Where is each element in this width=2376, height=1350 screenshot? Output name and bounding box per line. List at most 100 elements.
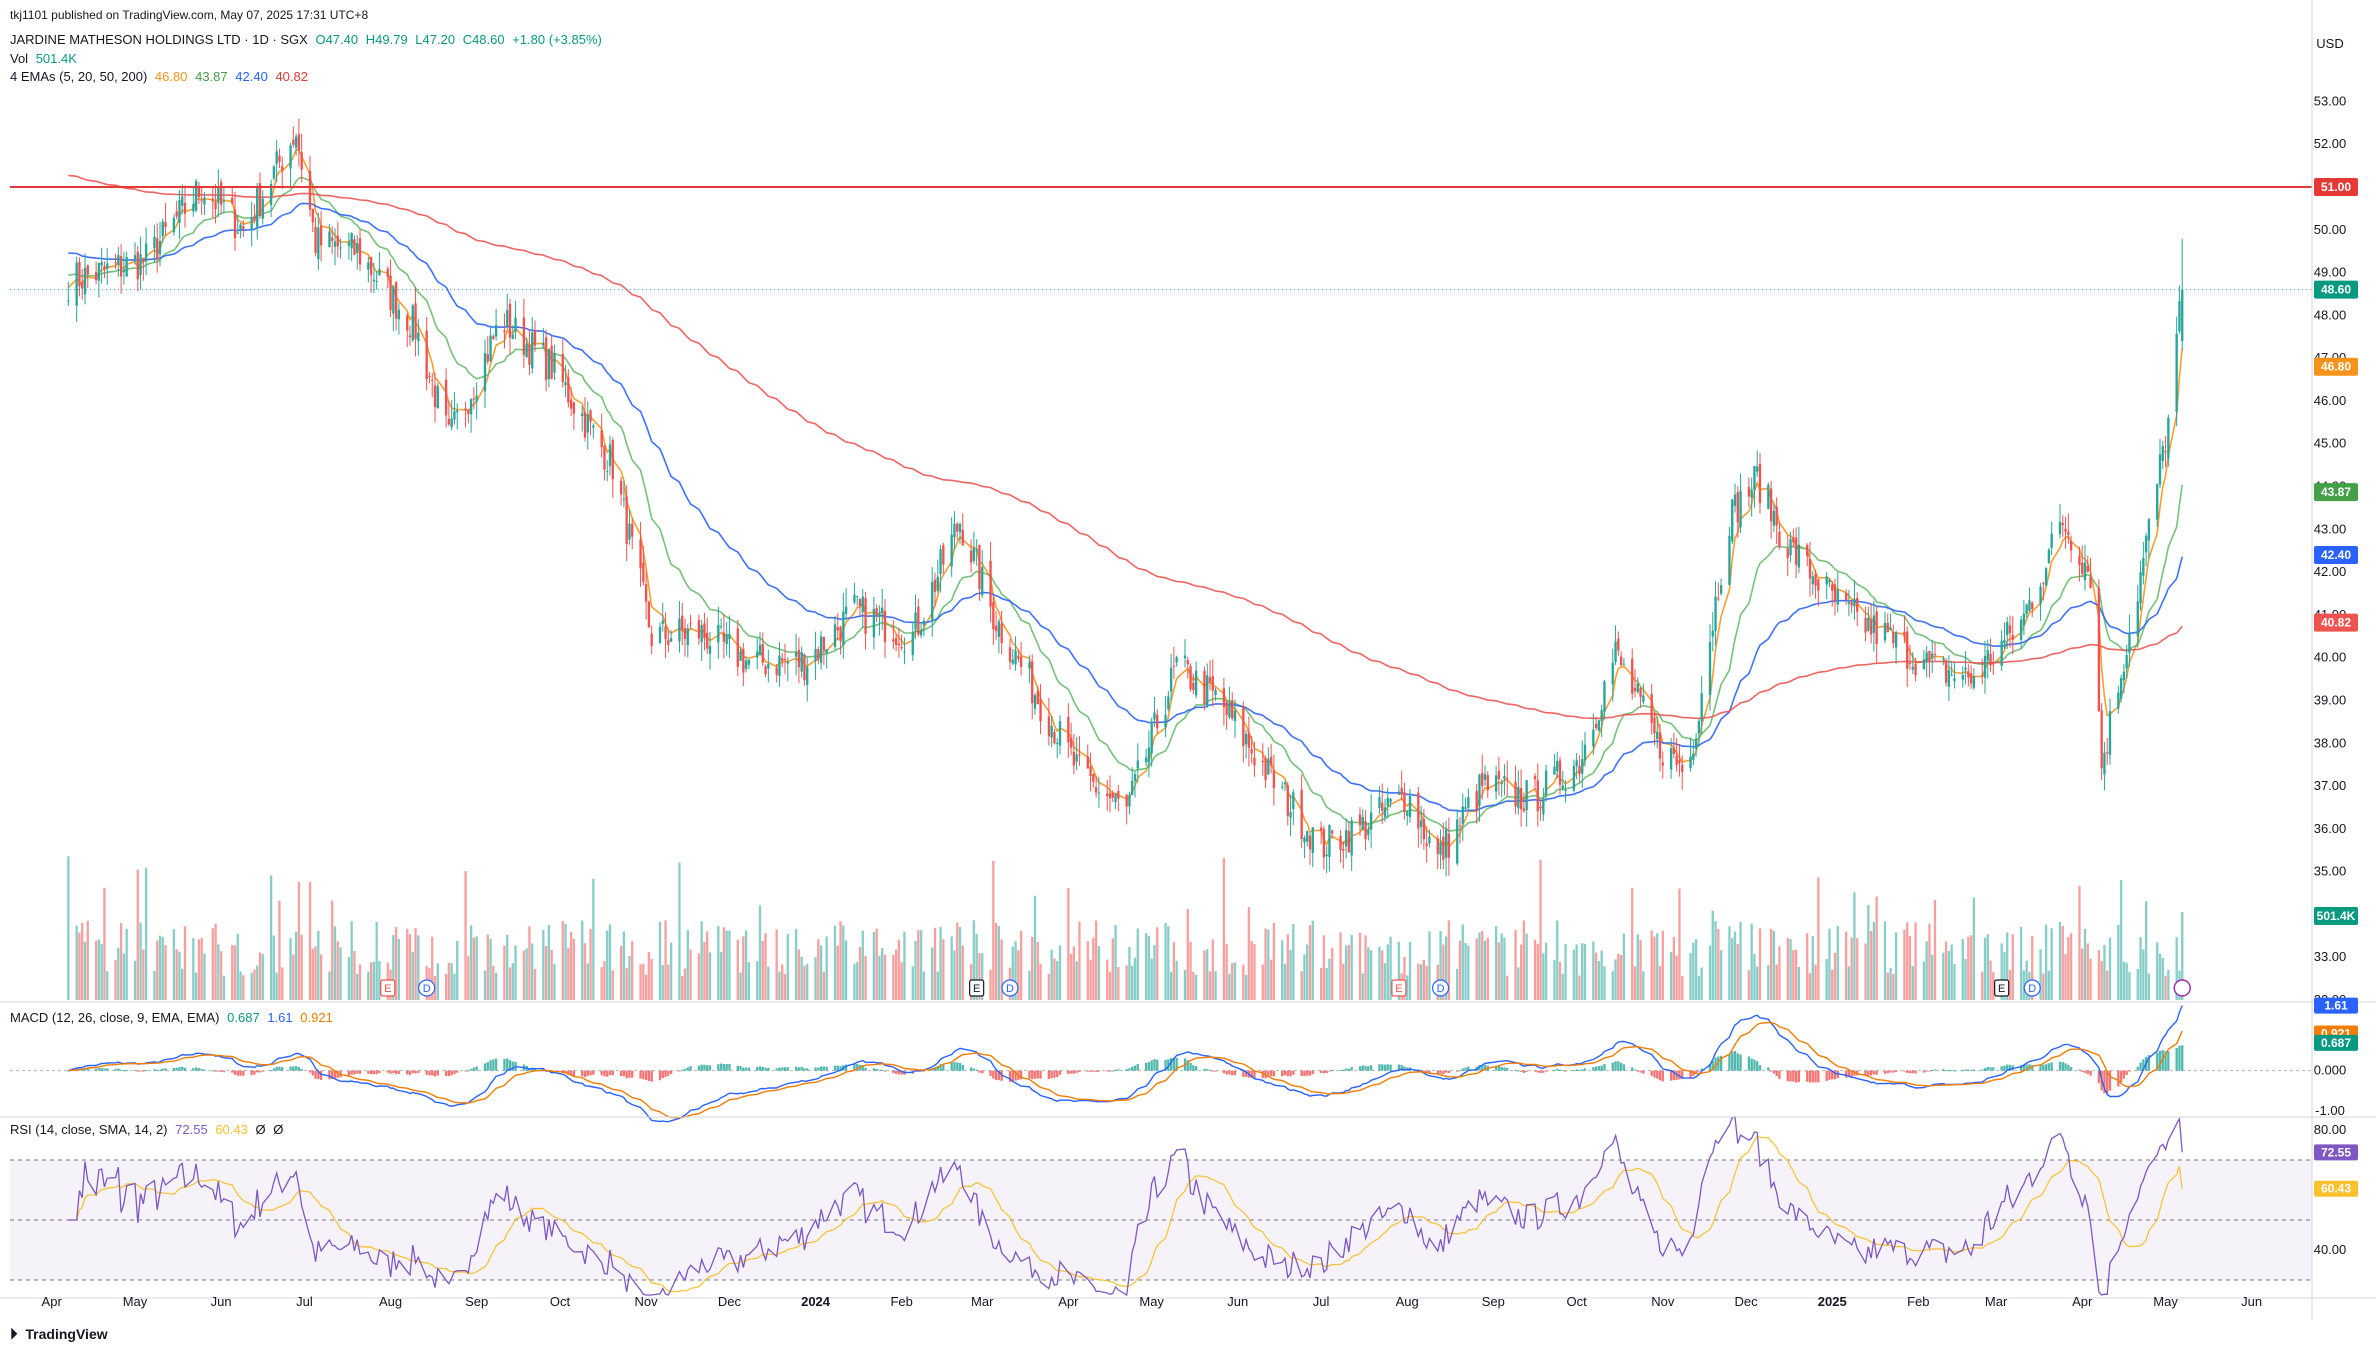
candle-body <box>936 576 939 591</box>
volume-bar <box>2156 942 2159 1000</box>
candle-body <box>1969 673 1973 684</box>
volume-bar <box>336 941 339 1000</box>
volume-bar <box>975 933 978 1000</box>
volume-bar <box>1233 962 1237 1000</box>
ema200-line <box>68 174 2183 720</box>
candle-body <box>1192 682 1195 691</box>
macd-histogram-bar <box>1942 1069 1945 1071</box>
macd-histogram-bar <box>2128 1070 2131 1072</box>
volume-bar <box>1192 971 1195 1000</box>
candle-body <box>1525 780 1528 811</box>
macd-histogram-bar <box>1403 1066 1406 1071</box>
time-tick-label: 2024 <box>801 1294 831 1309</box>
candle-body <box>631 523 634 537</box>
volume-bar <box>1603 966 1606 1000</box>
time-tick-label: Feb <box>1907 1294 1929 1309</box>
macd-histogram-bar <box>1950 1070 1953 1072</box>
candle-body <box>1825 576 1828 585</box>
volume-bar <box>1231 963 1234 1000</box>
macd-histogram-bar <box>250 1070 253 1075</box>
volume-bar <box>864 956 867 1000</box>
candle-body <box>1133 774 1137 781</box>
volume-bar <box>1922 961 1926 1000</box>
candle-body <box>700 624 703 643</box>
volume-bar <box>686 930 689 1000</box>
macd-histogram-bar <box>2108 1070 2112 1091</box>
volume-bar <box>1697 975 1701 1000</box>
rsi-label[interactable]: RSI (14, close, SMA, 14, 2) <box>10 1122 168 1137</box>
candle-body <box>1853 599 1856 607</box>
candle-body <box>1478 774 1481 806</box>
volume-bar <box>375 922 378 1000</box>
dividend-marker-icon <box>2023 979 2041 997</box>
macd-histogram-bar <box>2178 1045 2181 1071</box>
macd-histogram-bar <box>1986 1066 1989 1071</box>
volume-bar <box>1675 955 1678 1000</box>
macd-histogram-bar <box>1886 1070 1889 1074</box>
volume-bar <box>547 925 551 1000</box>
candle-body <box>1519 787 1523 810</box>
macd-histogram-bar <box>1656 1070 1659 1079</box>
macd-histogram-bar <box>1653 1070 1656 1078</box>
macd-histogram-bar <box>2147 1054 2151 1071</box>
macd-histogram-bar <box>936 1066 939 1071</box>
volume-bar <box>1739 921 1742 1000</box>
candle-body <box>375 281 378 283</box>
macd-histogram-bar <box>1378 1064 1381 1071</box>
macd-histogram-bar <box>997 1070 1001 1081</box>
candle-body <box>1619 656 1623 665</box>
macd-histogram-bar <box>1611 1062 1614 1071</box>
macd-histogram-bar <box>892 1070 895 1074</box>
volume-bar <box>1047 973 1051 1000</box>
volume-bar <box>183 926 187 1000</box>
volume-bar <box>1553 959 1556 1000</box>
volume-bar <box>1661 930 1664 1000</box>
candle-body <box>431 379 434 381</box>
macd-histogram-bar <box>1711 1060 1714 1071</box>
macd-histogram-bar <box>136 1070 139 1072</box>
candle-body <box>1908 662 1912 664</box>
volume-bar <box>1844 931 1848 1000</box>
macd-histogram-bar <box>717 1064 720 1071</box>
macd-histogram-bar <box>1719 1055 1723 1071</box>
candle-body <box>1592 729 1595 747</box>
rsi-extra-2: Ø <box>273 1122 284 1137</box>
candle-body <box>231 197 234 204</box>
volume-bar <box>2089 958 2092 1000</box>
ema-label[interactable]: 4 EMAs (5, 20, 50, 200) <box>10 69 148 84</box>
time-tick-label: Mar <box>1985 1294 2008 1309</box>
candle-body <box>1631 658 1634 694</box>
volume-bar <box>883 954 887 1000</box>
macd-histogram-bar <box>1400 1064 1403 1071</box>
candle-body <box>222 200 226 202</box>
symbol-title[interactable]: JARDINE MATHESON HOLDINGS LTD · 1D · SGX <box>10 32 308 47</box>
volume-label[interactable]: Vol <box>10 51 29 66</box>
volume-bar <box>1572 949 1576 1000</box>
macd-histogram-bar <box>2008 1064 2012 1071</box>
candle-body <box>1272 770 1276 789</box>
macd-histogram-bar <box>358 1070 362 1074</box>
volume-bar <box>272 935 276 1000</box>
candle-body <box>1111 793 1114 798</box>
candle-body <box>1189 666 1192 689</box>
volume-bar <box>2125 962 2128 1000</box>
volume-bar <box>1953 963 1956 1000</box>
volume-bar <box>1867 904 1870 1000</box>
macd-histogram-bar <box>1244 1070 1248 1078</box>
volume-bar <box>97 939 101 1000</box>
macd-label[interactable]: MACD (12, 26, close, 9, EMA, EMA) <box>10 1010 220 1025</box>
macd-histogram-bar <box>2139 1062 2142 1071</box>
macd-histogram-bar <box>1542 1070 1545 1073</box>
candle-body <box>608 444 612 466</box>
volume-bar <box>1350 934 1353 1000</box>
macd-histogram-bar <box>1308 1070 1312 1076</box>
candle-body <box>367 262 370 270</box>
candle-body <box>1475 791 1478 811</box>
volume-bar <box>122 953 126 1000</box>
volume-bar <box>133 960 137 1000</box>
volume-bar <box>739 972 742 1000</box>
time-tick-label: Aug <box>1396 1294 1419 1309</box>
volume-bar <box>1767 965 1770 1000</box>
macd-histogram-bar <box>1758 1065 1762 1071</box>
